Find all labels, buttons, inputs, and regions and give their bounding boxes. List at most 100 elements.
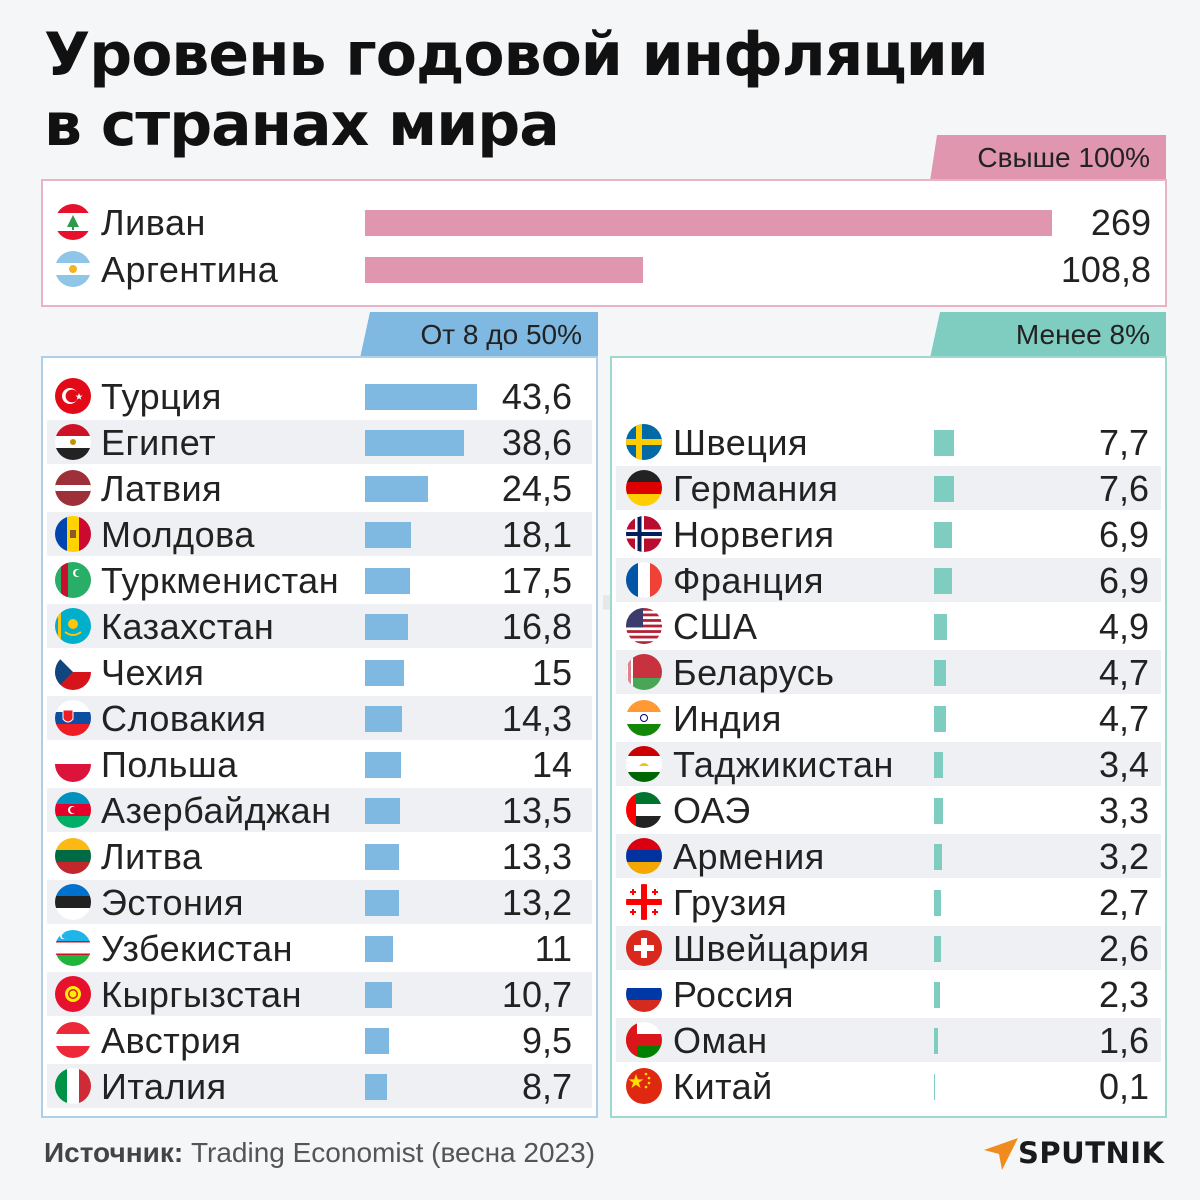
country-label: Беларусь xyxy=(673,652,835,693)
austria-flag-icon xyxy=(55,1022,91,1058)
country-label: Польша xyxy=(101,744,238,785)
bar xyxy=(365,257,643,283)
source-note: Источник: Trading Economist (весна 2023) xyxy=(44,1137,595,1169)
slovakia-flag-icon xyxy=(55,700,91,736)
bar-row: Казахстан 16,8 xyxy=(47,604,592,648)
bar xyxy=(365,844,400,870)
country-label: Австрия xyxy=(101,1020,242,1061)
bar xyxy=(365,752,401,778)
bar-row: Швеция 7,7 xyxy=(616,420,1161,464)
bar xyxy=(934,614,947,640)
georgia-flag-icon xyxy=(626,884,662,920)
data-label: 38,6 xyxy=(501,422,572,463)
bar-row: Швейцария 2,6 xyxy=(616,926,1161,970)
data-label: 24,5 xyxy=(501,468,572,509)
bar xyxy=(365,210,1052,236)
bar xyxy=(365,936,394,962)
country-label: Ливан xyxy=(101,202,206,243)
source-label: Источник: xyxy=(44,1137,184,1168)
bar xyxy=(934,568,952,594)
bar-row: Норвегия 6,9 xyxy=(616,512,1161,556)
bar-row: США 4,9 xyxy=(616,604,1161,648)
bar xyxy=(934,522,952,548)
bar-row: Аргентина 108,8 xyxy=(43,247,1165,291)
bar-row: Австрия 9,5 xyxy=(47,1018,592,1062)
bar-row: Турция 43,6 xyxy=(47,374,592,418)
data-label: 4,7 xyxy=(1098,698,1149,739)
france-flag-icon xyxy=(626,562,662,598)
bar xyxy=(934,476,954,502)
bar-row: Туркменистан 17,5 xyxy=(47,558,592,602)
argentina-flag-icon xyxy=(55,251,91,287)
country-label: Туркменистан xyxy=(101,560,340,601)
bar xyxy=(365,430,465,456)
bar xyxy=(365,798,400,824)
bar-row: Италия 8,7 xyxy=(47,1064,592,1108)
bar xyxy=(365,890,399,916)
bar xyxy=(365,568,410,594)
panel-under-8: Швеция 7,7 Германия 7,6 Норвегия 6,9 Франция 6,… xyxy=(610,356,1167,1118)
data-label: 0,1 xyxy=(1098,1066,1149,1107)
country-label: Турция xyxy=(101,376,222,417)
data-label: 6,9 xyxy=(1098,560,1149,601)
country-label: Индия xyxy=(673,698,782,739)
country-label: Литва xyxy=(101,836,203,877)
data-label: 13,2 xyxy=(501,882,572,923)
country-label: Италия xyxy=(101,1066,227,1107)
poland-flag-icon xyxy=(55,746,91,782)
sweden-flag-icon xyxy=(626,424,662,460)
country-label: Словакия xyxy=(101,698,267,739)
kyrgyzstan-flag-icon xyxy=(55,976,91,1012)
country-label: Эстония xyxy=(101,882,244,923)
tajikistan-flag-icon xyxy=(626,746,662,782)
country-label: Франция xyxy=(673,560,825,601)
data-label: 18,1 xyxy=(501,514,572,555)
bar-row: Латвия 24,5 xyxy=(47,466,592,510)
bar xyxy=(365,522,412,548)
turkmenistan-flag-icon xyxy=(55,562,91,598)
bar-row: Ливан 269 xyxy=(43,200,1165,244)
title-line-1: Уровень годовой инфляции xyxy=(44,20,989,90)
bar-row: Польша 14 xyxy=(47,742,592,786)
country-label: Азербайджан xyxy=(101,790,332,831)
data-label: 16,8 xyxy=(501,606,572,647)
country-label: Узбекистан xyxy=(101,928,294,969)
group-label-8-to-50: От 8 до 50% xyxy=(360,312,598,358)
data-label: 13,3 xyxy=(501,836,572,877)
data-label: 3,4 xyxy=(1098,744,1149,785)
bar xyxy=(365,706,402,732)
data-label: 9,5 xyxy=(521,1020,572,1061)
panel-over-100: Ливан 269 Аргентина 108,8 xyxy=(41,179,1167,307)
data-label: 14 xyxy=(531,744,572,785)
panel-8-to-50: Турция 43,6 Египет 38,6 Латвия 24,5 Молдова 18,… xyxy=(41,356,598,1118)
data-label: 7,7 xyxy=(1098,422,1149,463)
bar-row: Словакия 14,3 xyxy=(47,696,592,740)
data-label: 3,2 xyxy=(1098,836,1149,877)
bar xyxy=(365,982,393,1008)
country-label: Оман xyxy=(673,1020,768,1061)
country-label: Молдова xyxy=(101,514,255,555)
country-label: Германия xyxy=(673,468,839,509)
country-label: США xyxy=(673,606,758,647)
lithuania-flag-icon xyxy=(55,838,91,874)
data-label: 108,8 xyxy=(1060,249,1151,290)
source-text: Trading Economist (весна 2023) xyxy=(190,1137,596,1168)
country-label: Россия xyxy=(673,974,795,1015)
bar xyxy=(934,1074,935,1100)
bar xyxy=(365,1028,390,1054)
bar-row: Россия 2,3 xyxy=(616,972,1161,1016)
country-label: Грузия xyxy=(673,882,788,923)
bar xyxy=(934,1028,939,1054)
sputnik-logo-icon xyxy=(984,1138,1018,1170)
turkey-flag-icon xyxy=(55,378,91,414)
bar-row: Беларусь 4,7 xyxy=(616,650,1161,694)
bar xyxy=(934,706,947,732)
country-label: Швейцария xyxy=(673,928,870,969)
bar-row: Египет 38,6 xyxy=(47,420,592,464)
data-label: 15 xyxy=(531,652,572,693)
country-label: Китай xyxy=(673,1066,773,1107)
country-label: ОАЭ xyxy=(673,790,751,831)
chart-title: Уровень годовой инфляции в странах мира xyxy=(44,20,1044,160)
bar-row: Кыргызстан 10,7 xyxy=(47,972,592,1016)
bar-row: Германия 7,6 xyxy=(616,466,1161,510)
